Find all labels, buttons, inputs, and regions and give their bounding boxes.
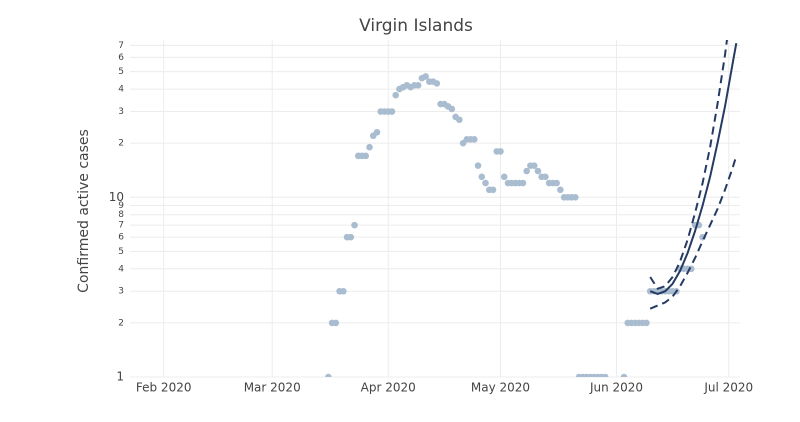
data-point bbox=[519, 179, 527, 187]
data-point bbox=[433, 80, 441, 87]
data-point bbox=[366, 143, 373, 151]
y-tick-label: 4 bbox=[118, 85, 124, 95]
data-point bbox=[534, 167, 542, 175]
data-point bbox=[474, 162, 482, 169]
data-point bbox=[392, 91, 400, 99]
data-point bbox=[572, 193, 579, 201]
data-point bbox=[557, 186, 564, 194]
x-tick-label: Mar 2020 bbox=[244, 381, 301, 395]
y-tick-label: 7 bbox=[118, 41, 124, 51]
bound-line bbox=[649, 40, 728, 290]
x-tick-label: Feb 2020 bbox=[136, 381, 192, 395]
y-tick-label: 5 bbox=[118, 67, 124, 77]
y-tick-label: 7 bbox=[118, 221, 124, 231]
x-tick-label: Jul 2020 bbox=[703, 381, 753, 395]
data-point bbox=[388, 108, 396, 115]
x-tick-label: Jun 2020 bbox=[589, 381, 643, 395]
data-point bbox=[340, 287, 347, 295]
y-tick-label: 2 bbox=[118, 318, 124, 328]
y-tick-label: 6 bbox=[118, 53, 124, 63]
data-point bbox=[332, 319, 340, 327]
grid bbox=[130, 40, 740, 378]
y-tick-label: 10 bbox=[109, 190, 124, 204]
y-tick-label: 8 bbox=[118, 210, 124, 220]
bound-line bbox=[649, 155, 738, 310]
data-point bbox=[325, 373, 332, 377]
data-point bbox=[478, 173, 486, 181]
y-tick-label: 5 bbox=[118, 247, 124, 257]
data-point bbox=[362, 152, 370, 160]
data-point bbox=[489, 186, 497, 194]
data-point bbox=[373, 128, 381, 136]
y-tick-label: 9 bbox=[118, 201, 124, 211]
data-point bbox=[553, 179, 560, 187]
y-tick-label: 1 bbox=[116, 370, 124, 384]
plot-area bbox=[325, 40, 738, 377]
data-point bbox=[351, 221, 358, 229]
data-point bbox=[482, 179, 489, 187]
y-tick-label: 4 bbox=[118, 264, 124, 274]
y-tick-label: 2 bbox=[118, 139, 124, 149]
fit-line bbox=[649, 43, 738, 295]
data-point bbox=[422, 73, 429, 80]
data-point bbox=[542, 173, 549, 181]
y-tick-label: 6 bbox=[118, 233, 124, 243]
data-point bbox=[601, 373, 609, 377]
data-point bbox=[497, 148, 504, 155]
chart-title: Virgin Islands bbox=[359, 16, 473, 36]
data-point bbox=[456, 116, 463, 124]
y-tick-label: 3 bbox=[118, 107, 124, 117]
y-tick-label: 3 bbox=[118, 287, 124, 297]
data-point bbox=[523, 167, 530, 175]
data-point bbox=[620, 373, 628, 377]
data-point bbox=[347, 233, 355, 241]
x-tick-label: Apr 2020 bbox=[361, 381, 416, 395]
x-tick-label: May 2020 bbox=[471, 381, 530, 395]
data-point bbox=[470, 136, 478, 143]
data-point bbox=[448, 105, 456, 113]
data-point bbox=[530, 162, 538, 169]
y-axis-label: Confirmed active cases bbox=[76, 129, 92, 293]
data-point bbox=[643, 319, 650, 327]
data-point bbox=[414, 81, 422, 89]
data-point bbox=[500, 173, 508, 181]
